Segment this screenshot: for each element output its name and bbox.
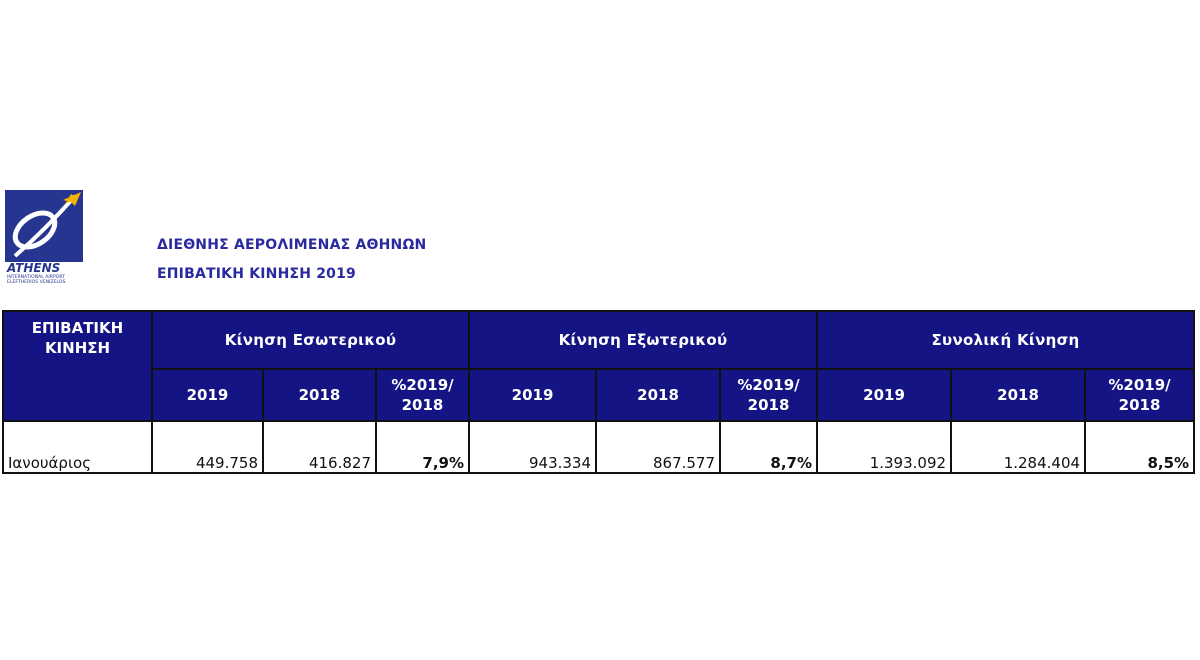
group-header-international: Κίνηση Εξωτερικού	[468, 310, 819, 370]
document-title: ΔΙΕΘΝΗΣ ΑΕΡΟΛΙΜΕΝΑΣ ΑΘΗΝΩΝ	[157, 237, 427, 253]
subheader-year: 2018	[262, 368, 377, 422]
subheader-year: 2019	[468, 368, 598, 422]
table-cell: 943.334	[468, 420, 598, 474]
table-row: Ιανουάριος 449.758 416.827 7,9% 943.334 …	[2, 420, 1196, 474]
table-cell: 867.577	[595, 420, 722, 474]
logo-subtitle-line2: ELEFTHERIOS VENIZELOS	[7, 280, 66, 285]
passenger-traffic-table: ΕΠΙΒΑΤΙΚΗ ΚΙΝΗΣΗ Κίνηση Εσωτερικού Κίνησ…	[2, 310, 1196, 474]
group-header-total: Συνολική Κίνηση	[816, 310, 1196, 370]
table-cell-percent: 7,9%	[374, 420, 471, 474]
logo-subtitle-line1: INTERNATIONAL AIRPORT	[7, 275, 66, 280]
table-cell: 1.393.092	[816, 420, 953, 474]
document-subtitle: ΕΠΙΒΑΤΙΚΗ ΚΙΝΗΣΗ 2019	[157, 266, 357, 282]
table-cell: 1.284.404	[950, 420, 1087, 474]
table-cell: 416.827	[262, 420, 377, 474]
logo-brand-text: ATHENS	[7, 261, 61, 275]
subheader-percent-change: %2019/ 2018	[374, 368, 471, 422]
airport-logo-icon	[5, 190, 83, 262]
table-cell-percent: 8,7%	[719, 420, 819, 474]
subheader-year: 2018	[950, 368, 1087, 422]
subheader-year: 2019	[151, 368, 264, 422]
subheader-percent-change: %2019/ 2018	[719, 368, 819, 422]
group-header-domestic: Κίνηση Εσωτερικού	[150, 310, 471, 370]
subheader-year: 2018	[595, 368, 722, 422]
subheader-percent-change: %2019/ 2018	[1084, 368, 1196, 422]
row-label-month: Ιανουάριος	[2, 420, 153, 474]
table-cell: 449.758	[151, 420, 264, 474]
subheader-year: 2019	[816, 368, 953, 422]
airport-logo: ATHENS INTERNATIONAL AIRPORT ELEFTHERIOS…	[5, 190, 85, 290]
corner-header: ΕΠΙΒΑΤΙΚΗ ΚΙΝΗΣΗ	[2, 310, 153, 422]
table-cell-percent: 8,5%	[1084, 420, 1196, 474]
